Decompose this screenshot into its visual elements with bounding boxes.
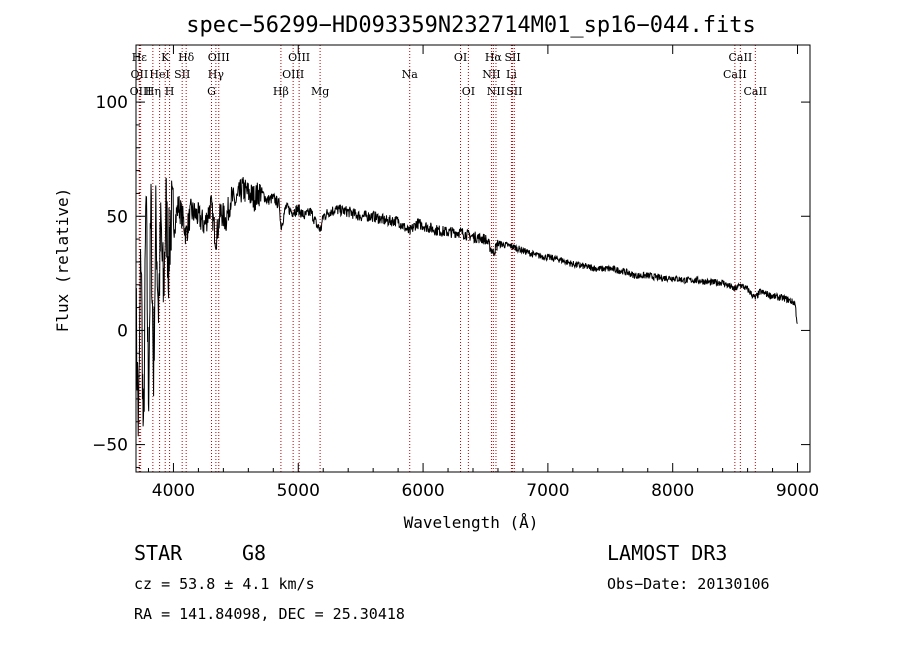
line-label: Hδ (178, 51, 195, 64)
y-tick-label: −50 (92, 436, 128, 456)
line-label: NII (482, 68, 500, 81)
line-label: OIII (288, 51, 310, 64)
line-label: Hα (485, 51, 503, 64)
line-label: Hη (145, 85, 161, 98)
y-axis-ticks: −50 0 50 100 (92, 55, 810, 468)
line-label: OI (462, 85, 475, 98)
object-subclass: G8 (242, 541, 266, 565)
x-tick-label: 5000 (277, 481, 320, 501)
x-tick-label: 9000 (776, 481, 819, 501)
line-label: OI (454, 51, 467, 64)
x-axis-label: Wavelength (Å) (404, 513, 539, 532)
x-tick-label: 6000 (401, 481, 444, 501)
object-class: STAR (134, 541, 183, 565)
line-label: CaII (729, 51, 753, 64)
flux-series-line (135, 177, 798, 437)
x-tick-label: 7000 (526, 481, 569, 501)
line-label: Hβ (273, 85, 289, 98)
spectral-line-labels: Hε OII OIII K HeI Hη SII H Hδ OIII Hγ G Hβ OIII OIII Mg… (130, 51, 768, 98)
line-label: OIII (130, 85, 152, 98)
y-tick-label: 0 (117, 321, 128, 341)
y-tick-label: 100 (96, 93, 128, 113)
x-tick-label: 8000 (651, 481, 694, 501)
x-axis-ticks: 4000 5000 6000 7000 8000 9000 (147, 45, 819, 501)
chart-title: spec−56299−HD093359N232714M01_sp16−044.f… (186, 13, 756, 38)
line-label: G (207, 85, 216, 98)
line-label: SII (174, 68, 190, 81)
line-label: Hγ (208, 68, 225, 81)
line-label: Hε (132, 51, 148, 64)
coordinates: RA = 141.84098, DEC = 25.30418 (134, 605, 405, 623)
redshift-cz: cz = 53.8 ± 4.1 km/s (134, 575, 315, 593)
plot-frame (135, 44, 811, 473)
x-tick-label: 4000 (152, 481, 195, 501)
line-label: OII (131, 68, 149, 81)
y-tick-label: 50 (106, 207, 128, 227)
line-label: Na (402, 68, 419, 81)
line-label: OIII (208, 51, 230, 64)
spectral-line-markers (138, 45, 756, 472)
line-label: Mg (311, 85, 329, 98)
line-label: H (165, 85, 175, 98)
line-label: NII (487, 85, 505, 98)
line-label: SII (506, 85, 522, 98)
line-label: CaII (743, 85, 767, 98)
line-label: HeI (149, 68, 169, 81)
line-label: CaII (723, 68, 747, 81)
line-label: K (161, 51, 170, 64)
line-label: OIII (282, 68, 304, 81)
observation-date: Obs−Date: 20130106 (607, 575, 770, 593)
survey-name: LAMOST DR3 (607, 541, 727, 565)
line-label: Li (506, 68, 517, 81)
line-label: SII (504, 51, 520, 64)
y-axis-label: Flux (relative) (53, 188, 72, 333)
